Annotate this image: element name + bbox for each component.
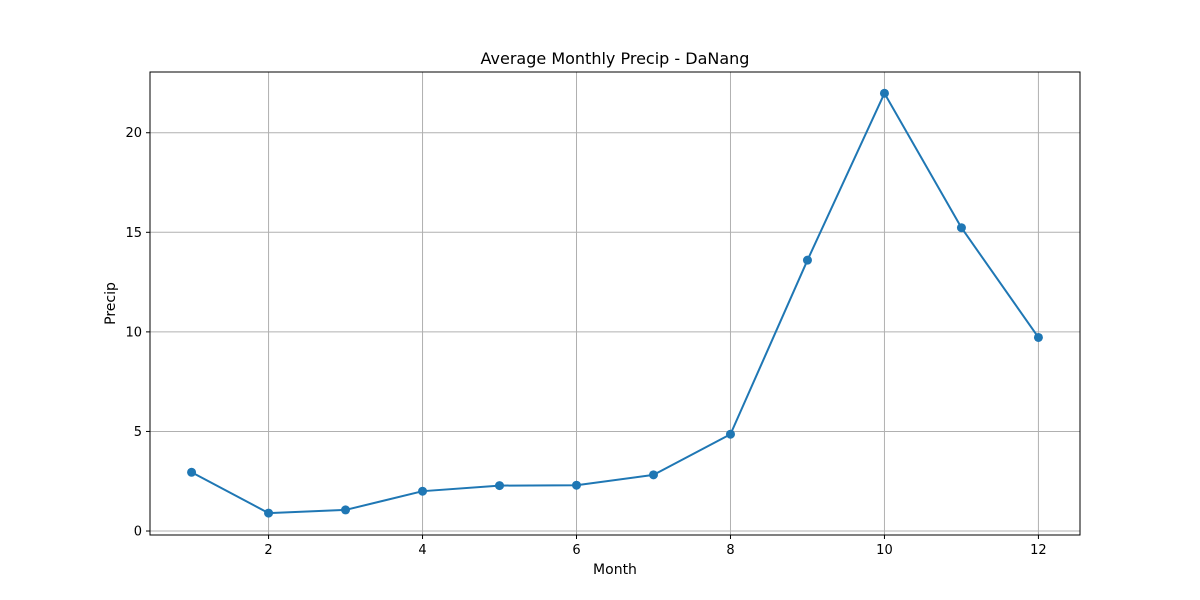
- data-point: [187, 467, 197, 477]
- data-point: [725, 429, 735, 439]
- y-tick-label: 20: [125, 126, 142, 141]
- x-tick-label: 10: [876, 543, 893, 558]
- grid: [150, 72, 1080, 535]
- series-line: [191, 92, 1040, 515]
- x-tick-label: 8: [726, 543, 734, 558]
- ticks: 2 4 6 8 10 12 0 5 10 15 20: [125, 126, 1046, 558]
- x-tick-label: 2: [264, 543, 272, 558]
- x-axis-label: Month: [593, 562, 637, 578]
- data-point: [495, 481, 505, 491]
- series-layer: [187, 88, 1043, 518]
- data-point: [341, 505, 351, 515]
- plot-frame: [149, 71, 1081, 536]
- data-point: [879, 88, 889, 98]
- y-axis-label: Precip: [103, 282, 119, 325]
- data-point: [648, 470, 658, 480]
- y-tick-label: 5: [134, 425, 142, 440]
- data-point: [1033, 332, 1043, 342]
- data-point: [264, 508, 274, 518]
- x-tick-label: 12: [1030, 543, 1047, 558]
- y-tick-label: 15: [125, 226, 142, 241]
- y-tick-label: 0: [134, 525, 142, 540]
- data-point: [956, 223, 966, 233]
- y-tick-label: 10: [125, 325, 142, 340]
- x-tick-label: 4: [418, 543, 426, 558]
- data-point: [418, 486, 428, 496]
- x-tick-label: 6: [572, 543, 580, 558]
- data-point: [802, 255, 812, 265]
- chart-title: Average Monthly Precip - DaNang: [481, 49, 750, 68]
- data-point: [572, 480, 582, 490]
